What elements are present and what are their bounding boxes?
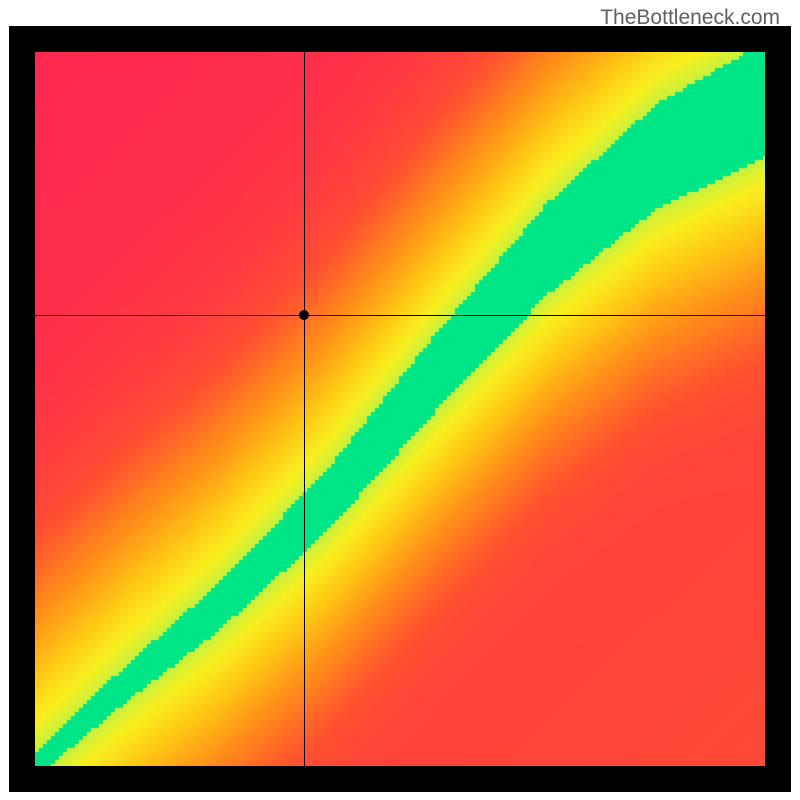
- crosshair-vertical: [304, 52, 305, 766]
- crosshair-horizontal: [35, 315, 765, 316]
- data-point-marker: [299, 310, 309, 320]
- chart-outer-frame: [9, 26, 791, 792]
- heatmap-canvas: [35, 52, 765, 766]
- watermark-text: TheBottleneck.com: [600, 6, 780, 30]
- chart-plot-area: [35, 52, 765, 766]
